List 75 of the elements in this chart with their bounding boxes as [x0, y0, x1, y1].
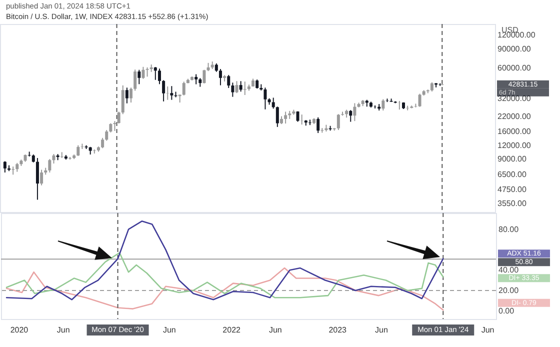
candlestick [406, 105, 410, 111]
candlestick [276, 106, 279, 128]
candlestick [182, 81, 186, 96]
x-tick-label: 2022 [222, 326, 242, 334]
x-tick-label: Jun [375, 326, 388, 334]
candlestick [336, 114, 340, 131]
y-tick-label: 90000.00 [498, 44, 532, 54]
candlestick [239, 80, 242, 92]
candlestick [418, 93, 422, 108]
y-tick-label: 9000.00 [498, 154, 527, 164]
candlestick [146, 66, 149, 78]
candlestick [109, 122, 112, 133]
line-series [6, 252, 444, 298]
candlestick [264, 87, 267, 110]
candlestick [60, 152, 64, 159]
candlestick [166, 86, 170, 100]
y-tick-label: 40.00 [498, 266, 520, 275]
line-series [6, 220, 444, 300]
candlestick [142, 66, 145, 80]
y-tick-label: 20.00 [498, 286, 520, 295]
candlestick [154, 66, 157, 80]
y-tick-label: 4750.00 [498, 185, 527, 194]
candlestick [162, 80, 166, 102]
candlestick [3, 160, 6, 173]
candlestick [382, 98, 385, 112]
candlestick [353, 102, 356, 122]
y-tick-label: 6500.00 [498, 170, 527, 180]
candlestick [36, 158, 39, 200]
x-tick-label: Jun [162, 326, 176, 334]
x-tick-label: Jun [481, 326, 494, 334]
candlestick [28, 151, 31, 157]
candlestick [80, 143, 84, 150]
candlestick [272, 97, 275, 110]
y-tick-label: 12000.00 [498, 140, 532, 150]
candlestick [202, 69, 206, 84]
candlestick [105, 130, 108, 142]
x-tick-label: 2023 [328, 326, 348, 334]
candlestick [125, 87, 128, 104]
candlestick [170, 86, 174, 100]
candlestick [117, 111, 120, 124]
candlestick [284, 111, 288, 124]
y-tick-label: 60000.00 [498, 64, 532, 73]
candlestick [158, 68, 161, 85]
candlestick [256, 78, 259, 90]
candlestick [138, 69, 141, 85]
candlestick [430, 82, 434, 92]
candlestick [231, 82, 234, 98]
candlestick [349, 110, 352, 122]
y-tick-label: 22000.00 [498, 112, 532, 121]
candlestick [316, 116, 320, 134]
line-series [6, 267, 444, 311]
x-tick-label: Jun [56, 326, 70, 334]
candlestick [134, 69, 137, 92]
candlestick [194, 74, 198, 85]
x-tick-label: Jun [268, 326, 282, 334]
x-tick-label: 2020 [10, 326, 29, 334]
candlestick [52, 154, 56, 164]
y-tick-label: 80.00 [498, 224, 520, 234]
y-tick-label: 32000.00 [498, 94, 532, 103]
y-tick-label: 16000.00 [498, 127, 532, 136]
candlestick [76, 144, 80, 156]
candlestick [130, 87, 133, 104]
y-tick-label: 3550.00 [498, 199, 527, 208]
candlestick [101, 137, 104, 149]
candlestick [121, 84, 124, 115]
y-tick-label: 120000.00 [498, 30, 536, 40]
candlestick [40, 169, 44, 186]
candlestick [308, 119, 312, 126]
candlestick [235, 80, 238, 94]
candlestick [227, 74, 230, 88]
candlestick [113, 120, 116, 132]
candlestick [300, 114, 304, 126]
y-tick-label: 0.00 [498, 306, 515, 316]
candlestick [218, 68, 222, 86]
candlestick [48, 158, 52, 173]
